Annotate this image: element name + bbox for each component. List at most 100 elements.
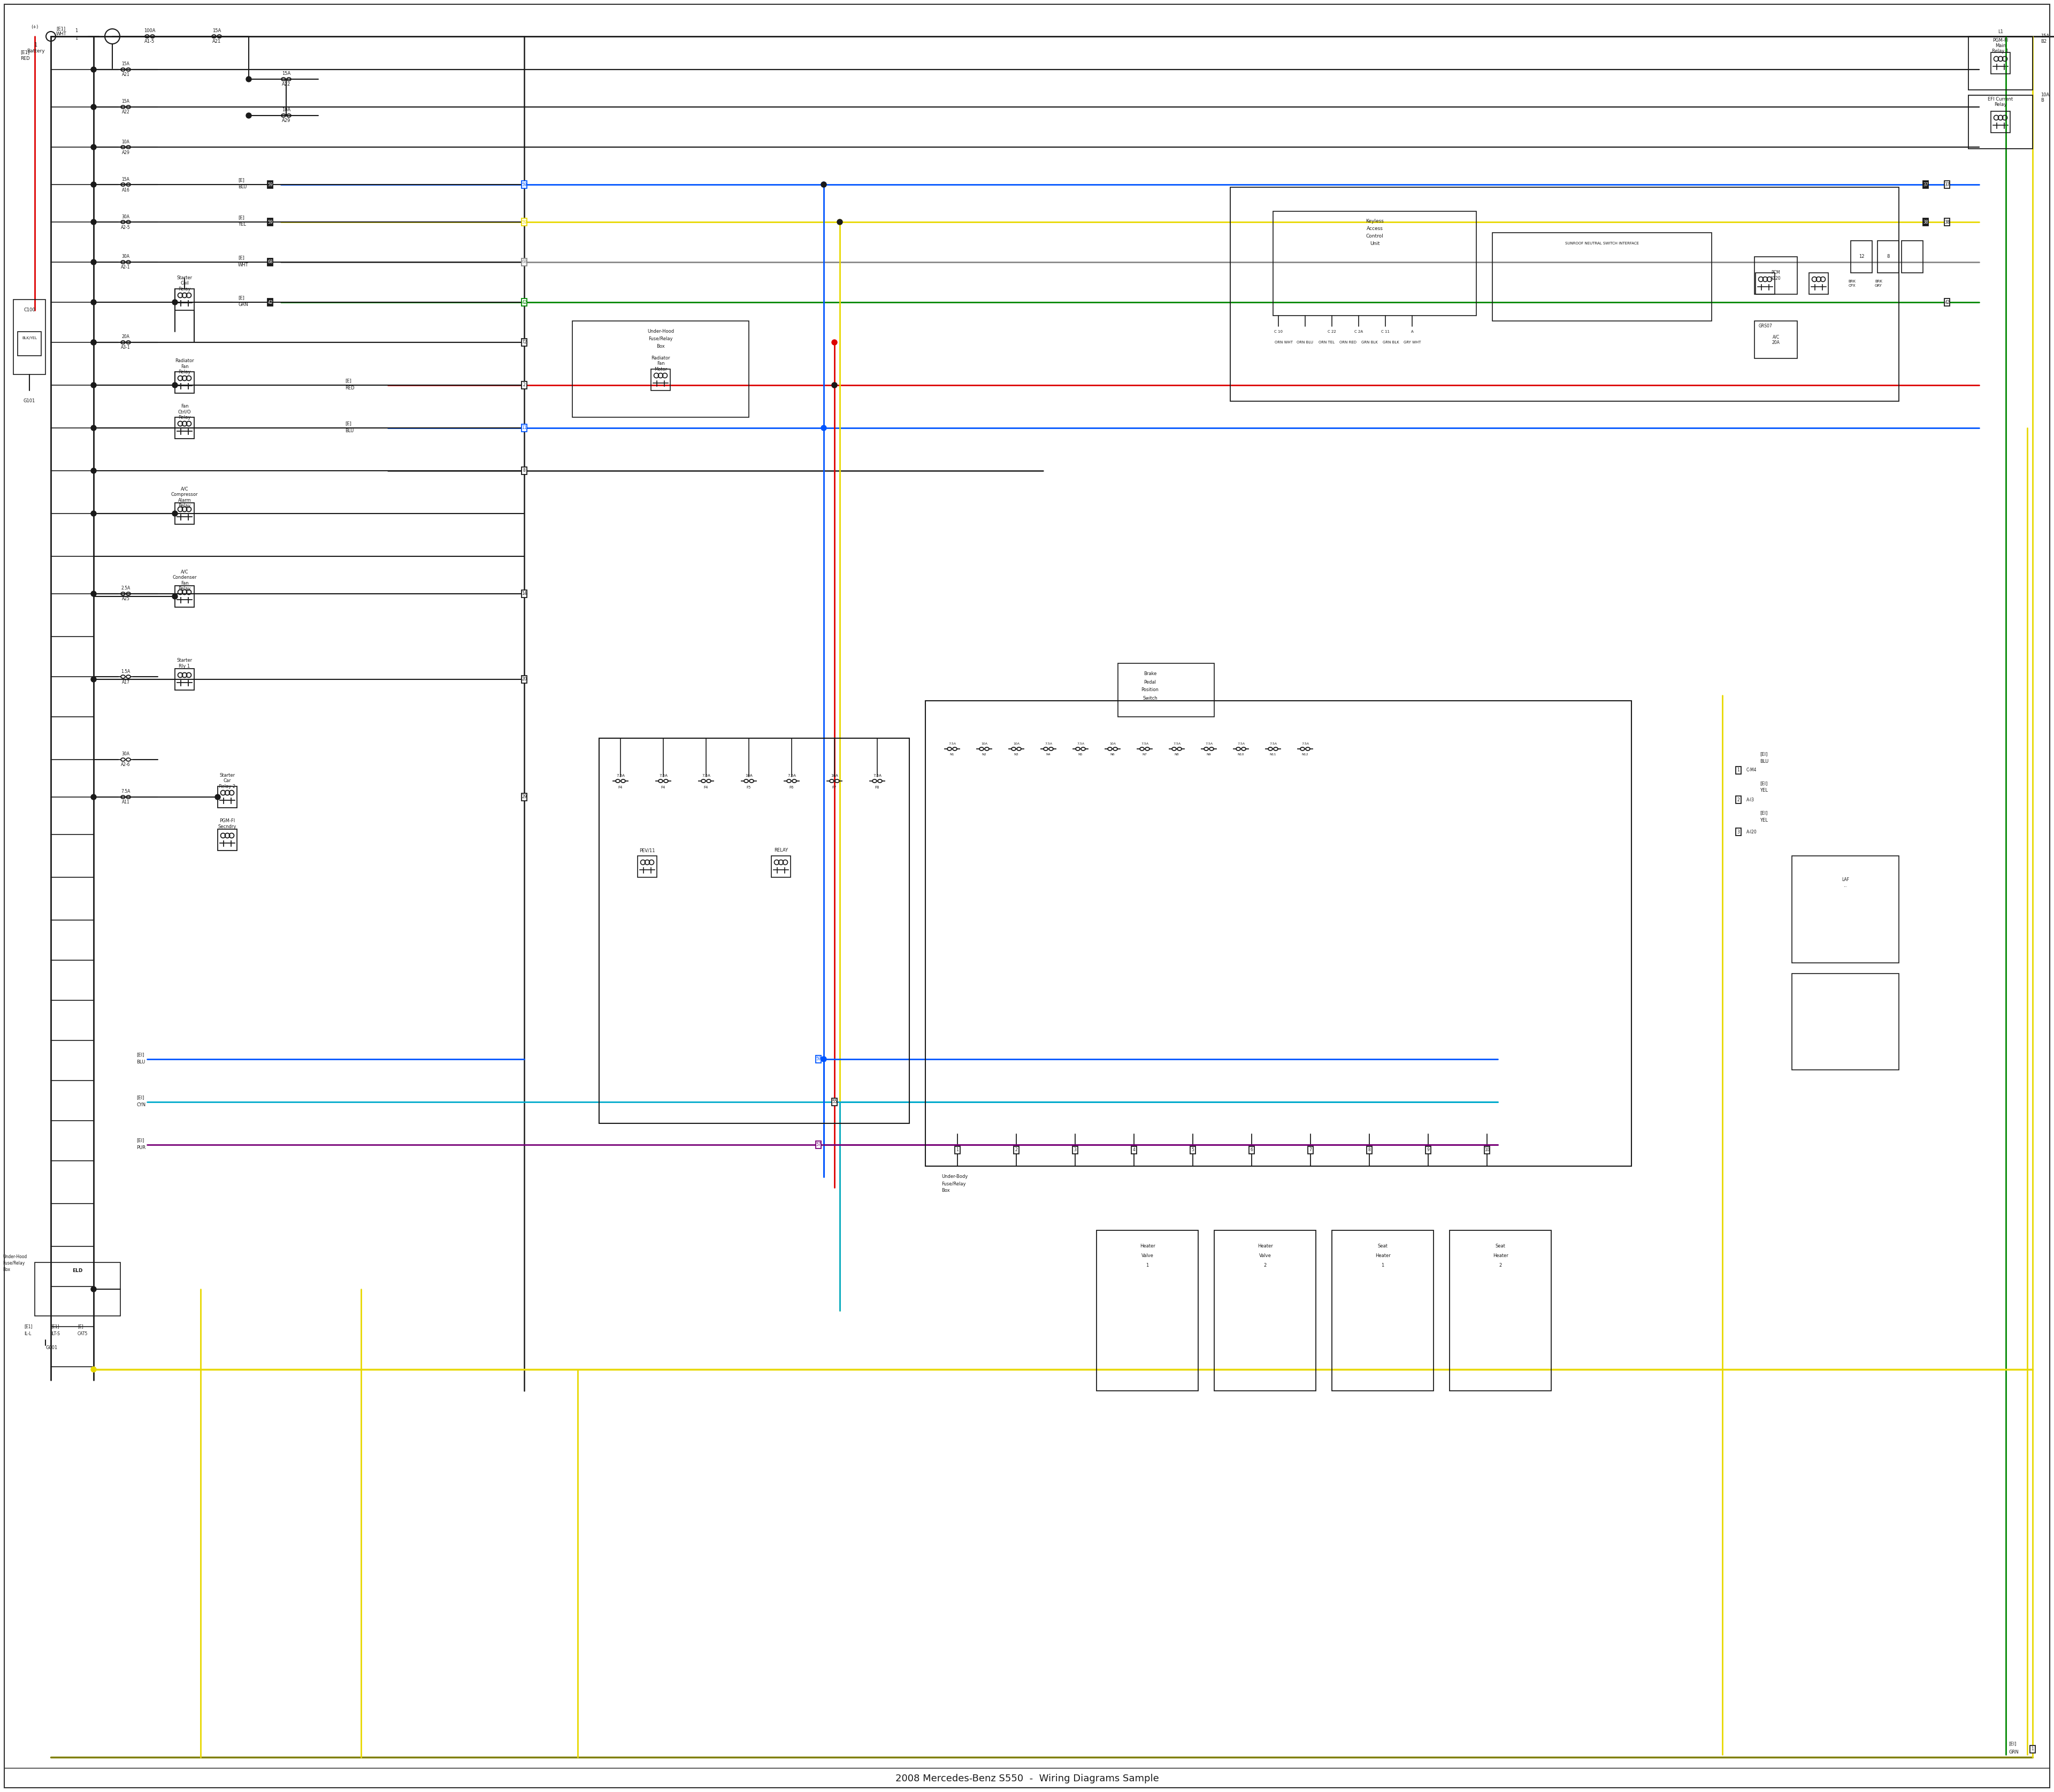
Bar (637, 857, 657, 878)
Text: 10A: 10A (121, 140, 129, 143)
Text: ELD: ELD (72, 1269, 82, 1272)
Bar (1851, 240, 1871, 272)
Text: RELAY: RELAY (774, 848, 789, 853)
Text: 1: 1 (1146, 1263, 1148, 1269)
Text: 7.5A: 7.5A (1076, 742, 1085, 745)
Circle shape (822, 181, 826, 186)
Text: Position: Position (1142, 688, 1158, 692)
Text: A17: A17 (121, 679, 129, 685)
Text: [E1]: [E1] (21, 50, 29, 56)
Text: [E1]: [E1] (25, 1324, 33, 1330)
Text: 7.5A: 7.5A (949, 742, 955, 745)
Text: [E]: [E] (238, 177, 244, 183)
Bar (35, 1262, 121, 1315)
Bar (1097, 1231, 1197, 1391)
Text: F7: F7 (832, 787, 836, 788)
Text: 7.5A: 7.5A (121, 788, 129, 794)
Circle shape (822, 425, 826, 430)
Text: N1: N1 (949, 753, 955, 756)
Text: BLK/YEL: BLK/YEL (23, 337, 37, 340)
Bar (1493, 233, 1711, 321)
Text: C 10: C 10 (1273, 330, 1282, 333)
Text: A11: A11 (121, 799, 129, 805)
Text: PUR: PUR (136, 1145, 146, 1150)
Text: Seat: Seat (1378, 1244, 1389, 1249)
Circle shape (522, 677, 528, 683)
Text: 8: 8 (1888, 254, 1890, 260)
Bar (175, 586, 195, 607)
Text: WHT: WHT (238, 262, 249, 267)
Text: BLU: BLU (345, 428, 353, 434)
Bar (1945, 181, 1949, 188)
Text: BRK
GRY: BRK GRY (1875, 280, 1881, 287)
Text: Relay 1: Relay 1 (1992, 48, 2009, 54)
Bar (175, 418, 195, 439)
Text: YEL: YEL (1760, 788, 1768, 794)
Text: PGM-FI: PGM-FI (1992, 38, 2009, 43)
Circle shape (822, 181, 826, 186)
Circle shape (822, 1057, 826, 1063)
Text: Under-Body: Under-Body (941, 1174, 967, 1179)
Text: 7.5A: 7.5A (787, 774, 795, 778)
Text: 10A: 10A (1013, 742, 1019, 745)
Text: Box: Box (941, 1188, 949, 1193)
Circle shape (522, 299, 528, 305)
Text: 3: 3 (1738, 830, 1740, 835)
Text: 55: 55 (832, 1100, 838, 1104)
Text: BLU: BLU (238, 185, 246, 190)
Bar (926, 701, 1631, 1167)
Bar (267, 219, 273, 226)
Text: 20A: 20A (121, 335, 129, 339)
Text: N3: N3 (1015, 753, 1019, 756)
Text: A16: A16 (121, 188, 129, 192)
Text: [E1]: [E1] (55, 27, 66, 30)
Text: GRN BLK: GRN BLK (1362, 340, 1378, 344)
Text: [E]: [E] (345, 421, 351, 426)
Bar (1756, 272, 1775, 294)
Text: 15A: 15A (121, 61, 129, 66)
Text: 1: 1 (1380, 1263, 1384, 1269)
Bar (1990, 111, 2011, 133)
Bar (1013, 1147, 1019, 1154)
Bar (522, 590, 528, 597)
Bar (218, 830, 236, 851)
Circle shape (90, 1287, 97, 1292)
Text: Battery: Battery (27, 48, 45, 54)
Bar (1230, 186, 1898, 401)
Bar (832, 1098, 838, 1106)
Text: N11: N11 (1269, 753, 1276, 756)
Bar (1968, 95, 2033, 149)
Text: 30A: 30A (121, 215, 129, 219)
Text: 5: 5 (1191, 1147, 1193, 1152)
Circle shape (216, 794, 220, 799)
Text: Under-Hood: Under-Hood (2, 1254, 27, 1260)
Text: 8: 8 (1368, 1147, 1370, 1152)
Circle shape (90, 468, 97, 473)
Circle shape (522, 425, 528, 430)
Bar (1331, 1231, 1434, 1391)
Text: Relay: Relay (1994, 102, 2007, 108)
Bar (1273, 211, 1477, 315)
Text: 2: 2 (1015, 1147, 1017, 1152)
Text: F4: F4 (618, 787, 622, 788)
Text: 59: 59 (522, 183, 526, 186)
Text: [EI]: [EI] (1760, 781, 1768, 787)
Circle shape (522, 181, 528, 186)
Text: YEL: YEL (1760, 817, 1768, 823)
Bar (175, 371, 195, 392)
Text: 2: 2 (1499, 1263, 1501, 1269)
Text: N10: N10 (1239, 753, 1245, 756)
Text: 10A: 10A (1109, 742, 1115, 745)
Text: PCM
A120: PCM A120 (1771, 271, 1781, 281)
Text: Heater: Heater (1140, 1244, 1154, 1249)
Text: 10A: 10A (746, 774, 752, 778)
Text: 15A: 15A (281, 72, 290, 77)
Text: G001: G001 (45, 1346, 58, 1351)
Text: [EI]: [EI] (136, 1095, 144, 1100)
Circle shape (90, 794, 97, 799)
Text: 2: 2 (524, 383, 526, 387)
Circle shape (90, 425, 97, 430)
Text: Keyless: Keyless (1366, 219, 1384, 224)
Bar (175, 289, 195, 310)
Text: 7.5A: 7.5A (873, 774, 881, 778)
